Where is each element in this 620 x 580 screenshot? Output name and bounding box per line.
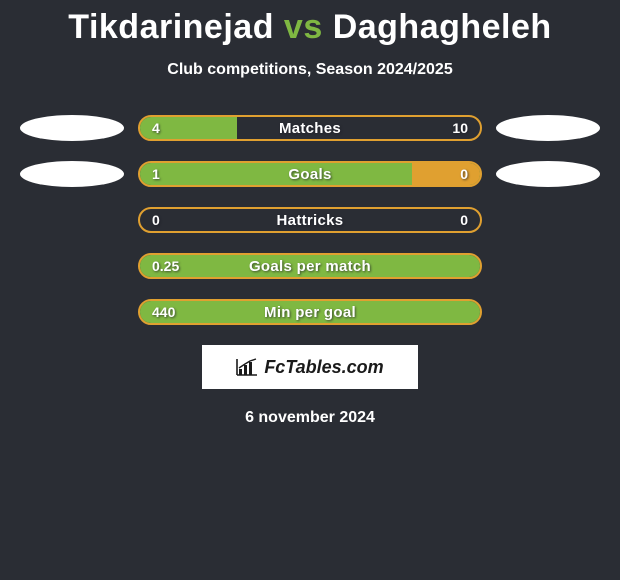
stat-bar: 0.25Goals per match (138, 253, 482, 279)
chart-icon (236, 358, 258, 376)
branding-text: FcTables.com (264, 357, 383, 378)
comparison-rows: 4Matches101Goals00Hattricks00.25Goals pe… (0, 115, 620, 325)
player1-oval (20, 115, 124, 141)
stat-bar: 440Min per goal (138, 299, 482, 325)
player1-name: Tikdarinejad (68, 8, 274, 46)
right-value: 0 (460, 209, 468, 231)
stat-label: Matches (140, 117, 480, 139)
player2-oval (496, 115, 600, 141)
stat-bar: 1Goals0 (138, 161, 482, 187)
player2-name: Daghagheleh (333, 8, 552, 46)
right-value: 10 (452, 117, 468, 139)
right-value: 0 (460, 163, 468, 185)
player1-oval (20, 161, 124, 187)
footer-date: 6 november 2024 (0, 409, 620, 427)
branding-box: FcTables.com (202, 345, 418, 389)
stat-row: 0.25Goals per match (0, 253, 620, 279)
stat-row: 1Goals0 (0, 161, 620, 187)
stat-label: Min per goal (140, 301, 480, 323)
stat-label: Goals (140, 163, 480, 185)
stat-row: 440Min per goal (0, 299, 620, 325)
subtitle: Club competitions, Season 2024/2025 (0, 61, 620, 79)
stat-bar: 0Hattricks0 (138, 207, 482, 233)
page-title: Tikdarinejad vs Daghagheleh (0, 0, 620, 47)
stat-label: Hattricks (140, 209, 480, 231)
stat-row: 0Hattricks0 (0, 207, 620, 233)
stat-row: 4Matches10 (0, 115, 620, 141)
vs-text: vs (284, 8, 323, 46)
player2-oval (496, 161, 600, 187)
stat-bar: 4Matches10 (138, 115, 482, 141)
stat-label: Goals per match (140, 255, 480, 277)
